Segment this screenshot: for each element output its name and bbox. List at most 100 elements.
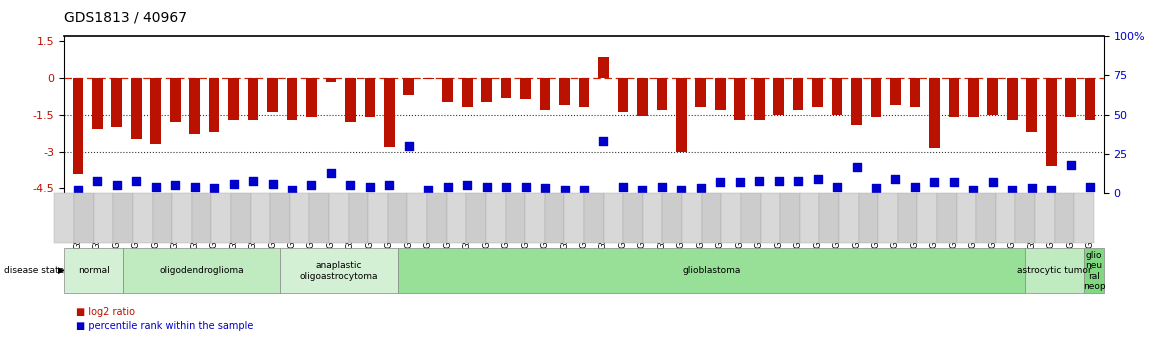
Bar — [656, 78, 667, 110]
Bar — [189, 78, 200, 134]
Bar — [812, 78, 823, 107]
Bar — [306, 78, 317, 117]
Point — [127, 178, 146, 184]
Bar — [618, 78, 628, 112]
Point — [847, 164, 865, 169]
Bar — [403, 78, 415, 95]
Text: GDS1813 / 40967: GDS1813 / 40967 — [64, 10, 187, 24]
Point — [224, 181, 243, 187]
Point — [691, 186, 710, 191]
Bar — [151, 78, 161, 144]
Bar — [461, 78, 473, 107]
Point — [204, 186, 223, 191]
Point — [380, 183, 398, 188]
Bar — [92, 78, 103, 129]
Bar — [1085, 78, 1096, 120]
Point — [438, 184, 457, 190]
Point — [536, 186, 555, 191]
Point — [1062, 162, 1080, 168]
Bar — [384, 78, 395, 147]
Point — [303, 183, 321, 188]
Point — [283, 187, 301, 193]
Bar — [248, 78, 258, 120]
Bar — [228, 78, 239, 120]
Bar — [326, 78, 336, 82]
Point — [166, 183, 185, 188]
Point — [1080, 184, 1099, 190]
Text: disease state: disease state — [4, 266, 64, 275]
Point — [516, 184, 535, 190]
Bar — [169, 78, 181, 122]
Point — [867, 186, 885, 191]
Bar — [209, 78, 220, 132]
Bar — [735, 78, 745, 120]
Bar — [695, 78, 707, 107]
Point — [788, 178, 807, 184]
Bar — [267, 78, 278, 112]
Point — [887, 176, 905, 182]
Point — [263, 181, 281, 187]
Point — [575, 187, 593, 193]
Point — [1042, 187, 1061, 193]
Point — [983, 179, 1002, 185]
Bar — [910, 78, 920, 107]
Point — [361, 184, 380, 190]
Point — [1003, 187, 1022, 193]
Bar — [987, 78, 999, 115]
Point — [613, 184, 632, 190]
Point — [146, 184, 165, 190]
Point — [808, 176, 827, 182]
Point — [653, 184, 672, 190]
Bar — [1027, 78, 1037, 132]
Point — [478, 184, 496, 190]
Bar — [364, 78, 375, 117]
Bar — [832, 78, 842, 115]
Bar — [345, 78, 356, 122]
Point — [730, 179, 749, 185]
Bar — [131, 78, 141, 139]
Bar — [72, 78, 83, 174]
Bar — [948, 78, 959, 117]
Bar — [637, 78, 648, 116]
Point — [321, 170, 340, 176]
Bar — [443, 78, 453, 102]
Bar — [753, 78, 765, 120]
Point — [925, 179, 944, 185]
Text: ■ log2 ratio: ■ log2 ratio — [76, 307, 135, 317]
Text: astrocytic tumor: astrocytic tumor — [1017, 266, 1092, 275]
Bar — [286, 78, 298, 120]
Bar — [851, 78, 862, 125]
Text: glio
neu
ral
neop: glio neu ral neop — [1083, 251, 1105, 291]
Point — [399, 144, 418, 149]
Point — [458, 183, 477, 188]
Point — [595, 139, 613, 144]
Point — [964, 187, 982, 193]
Text: anaplastic
oligoastrocytoma: anaplastic oligoastrocytoma — [299, 261, 378, 280]
Bar — [773, 78, 784, 115]
Bar — [540, 78, 550, 110]
Bar — [793, 78, 804, 110]
Point — [633, 187, 652, 193]
Bar — [111, 78, 123, 127]
Point — [672, 187, 690, 193]
Bar — [598, 57, 609, 78]
Bar — [929, 78, 940, 148]
Point — [244, 178, 263, 184]
Bar — [481, 78, 492, 102]
Bar — [520, 78, 531, 99]
Point — [107, 183, 126, 188]
Point — [69, 187, 88, 193]
Text: ■ percentile rank within the sample: ■ percentile rank within the sample — [76, 321, 253, 331]
Point — [88, 178, 106, 184]
Bar — [715, 78, 725, 110]
Bar — [501, 78, 512, 98]
Point — [1022, 186, 1041, 191]
Point — [770, 178, 788, 184]
Point — [419, 187, 438, 193]
Point — [186, 184, 204, 190]
Text: oligodendroglioma: oligodendroglioma — [159, 266, 244, 275]
Bar — [1045, 78, 1057, 166]
Bar — [1065, 78, 1076, 117]
Point — [555, 187, 573, 193]
Bar — [676, 78, 687, 151]
